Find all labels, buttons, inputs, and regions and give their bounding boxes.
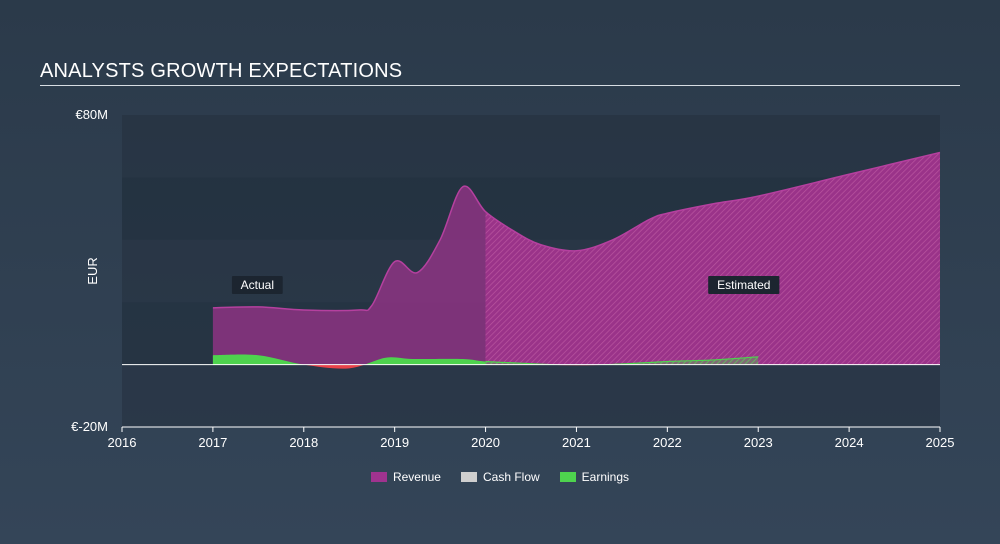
- x-tick-label: 2018: [289, 435, 318, 450]
- x-tick-label: 2025: [926, 435, 955, 450]
- y-axis-title: EUR: [85, 257, 100, 284]
- legend: Revenue Cash Flow Earnings: [0, 470, 1000, 484]
- y-tick-label: €80M: [75, 107, 108, 122]
- earnings-area-actual: [212, 354, 486, 365]
- x-tick-label: 2024: [835, 435, 864, 450]
- legend-label-revenue: Revenue: [392, 470, 441, 484]
- x-tick-label: 2021: [562, 435, 591, 450]
- y-tick-label: €-20M: [71, 419, 108, 434]
- x-tick-label: 2016: [108, 435, 137, 450]
- revenue-line: [212, 151, 941, 312]
- legend-swatch-cash-flow: [460, 472, 477, 482]
- revenue-area-estimated: [485, 152, 940, 365]
- legend-item-revenue[interactable]: Revenue: [370, 470, 441, 484]
- earnings-area-negative: [303, 364, 365, 369]
- annotation-box: [708, 276, 780, 295]
- x-tick-label: 2020: [471, 435, 500, 450]
- earnings-area-estimated: [485, 356, 759, 365]
- legend-label-earnings: Earnings: [581, 470, 630, 484]
- legend-swatch-revenue: [370, 472, 387, 482]
- plot-band: [122, 364, 940, 427]
- x-tick-label: 2023: [744, 435, 773, 450]
- legend-swatch-earnings: [559, 472, 576, 482]
- legend-item-earnings[interactable]: Earnings: [559, 470, 630, 484]
- annotation-estimated: Estimated: [717, 278, 770, 292]
- annotation-box: [231, 276, 283, 295]
- annotation-actual: Actual: [241, 278, 274, 292]
- x-tick-label: 2022: [653, 435, 682, 450]
- earnings-line: [485, 356, 759, 365]
- plot-band: [122, 115, 940, 178]
- x-tick-label: 2017: [198, 435, 227, 450]
- axes-layer: 2016 2017 2018 2019 2020 2021 2022 2023 2024 2025…: [71, 107, 954, 450]
- annotation-layer: Actual Estimated: [231, 276, 780, 295]
- legend-item-cash-flow[interactable]: Cash Flow: [460, 470, 540, 484]
- title-divider: [40, 85, 960, 86]
- revenue-area-actual: [212, 186, 486, 365]
- x-tick-label: 2019: [380, 435, 409, 450]
- chart-title: ANALYSTS GROWTH EXPECTATIONS: [40, 60, 403, 82]
- legend-label-cash-flow: Cash Flow: [482, 470, 540, 484]
